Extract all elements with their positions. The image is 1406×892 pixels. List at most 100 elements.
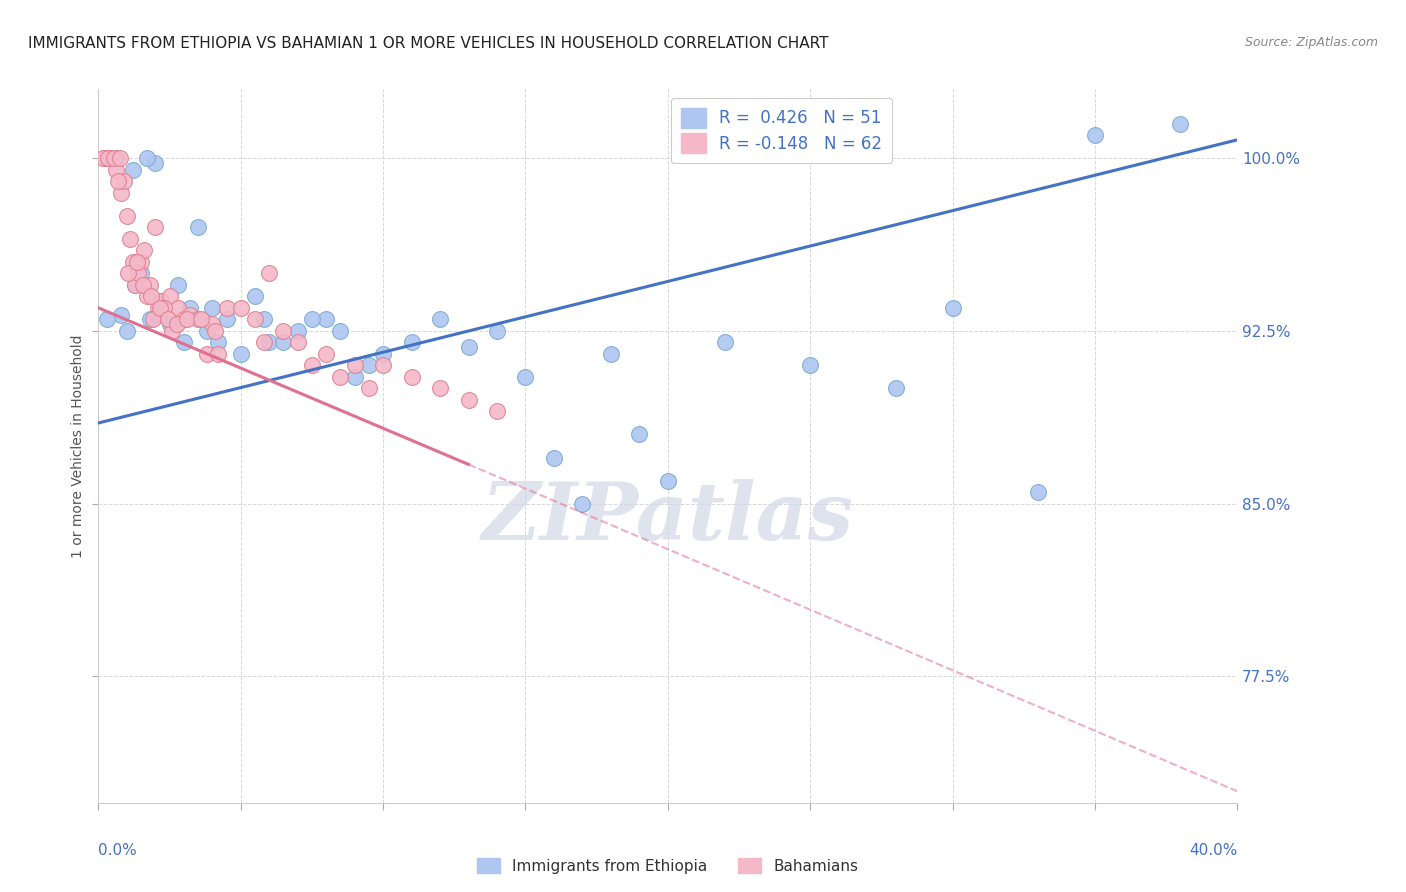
Point [145, 220, 167, 235]
Point [121, 162, 143, 177]
Legend: R =  0.426   N = 51, R = -0.148   N = 62: R = 0.426 N = 51, R = -0.148 N = 62 [671, 97, 893, 163]
Point [543, 450, 565, 465]
Point [287, 324, 309, 338]
Point [229, 301, 252, 315]
Point [315, 312, 337, 326]
Point [108, 151, 131, 165]
Point [139, 289, 162, 303]
Point [515, 370, 537, 384]
Point [167, 277, 190, 292]
Point [1084, 128, 1107, 143]
Point [93, 151, 115, 165]
Point [129, 255, 152, 269]
Point [343, 370, 366, 384]
Text: 40.0%: 40.0% [1189, 843, 1237, 858]
Point [115, 209, 138, 223]
Point [486, 404, 509, 418]
Point [657, 474, 679, 488]
Point [145, 156, 167, 170]
Point [628, 427, 651, 442]
Point [1170, 117, 1192, 131]
Point [187, 220, 209, 235]
Point [153, 301, 176, 315]
Point [252, 335, 274, 350]
Point [125, 255, 148, 269]
Point [215, 312, 238, 326]
Point [103, 151, 125, 165]
Point [150, 293, 173, 308]
Point [138, 277, 160, 292]
Point [215, 301, 238, 315]
Point [207, 335, 229, 350]
Point [97, 151, 120, 165]
Point [98, 151, 121, 165]
Point [150, 293, 173, 308]
Point [259, 266, 281, 280]
Point [357, 381, 380, 395]
Point [118, 232, 141, 246]
Point [135, 289, 157, 303]
Point [101, 151, 124, 165]
Point [207, 347, 229, 361]
Point [301, 312, 323, 326]
Point [195, 347, 218, 361]
Point [110, 308, 132, 322]
Point [357, 359, 380, 373]
Point [117, 266, 139, 280]
Point [101, 151, 124, 165]
Point [107, 174, 129, 188]
Point [176, 312, 198, 326]
Point [371, 359, 394, 373]
Point [457, 392, 479, 407]
Point [110, 186, 132, 200]
Point [148, 301, 170, 315]
Point [96, 151, 118, 165]
Point [714, 335, 737, 350]
Point [259, 335, 281, 350]
Point [173, 335, 195, 350]
Point [457, 340, 479, 354]
Point [252, 312, 274, 326]
Point [315, 347, 337, 361]
Y-axis label: 1 or more Vehicles in Household: 1 or more Vehicles in Household [70, 334, 84, 558]
Point [132, 244, 155, 258]
Point [287, 335, 309, 350]
Point [141, 312, 163, 326]
Point [600, 347, 623, 361]
Point [159, 289, 181, 303]
Point [329, 324, 352, 338]
Point [204, 324, 226, 338]
Point [166, 317, 188, 331]
Point [195, 324, 218, 338]
Point [167, 301, 190, 315]
Point [129, 266, 152, 280]
Text: ZIPatlas: ZIPatlas [482, 479, 853, 556]
Text: 0.0%: 0.0% [98, 843, 138, 858]
Point [112, 174, 135, 188]
Point [124, 277, 146, 292]
Point [179, 301, 201, 315]
Point [121, 255, 143, 269]
Point [162, 324, 184, 338]
Point [429, 312, 451, 326]
Text: IMMIGRANTS FROM ETHIOPIA VS BAHAMIAN 1 OR MORE VEHICLES IN HOUSEHOLD CORRELATION: IMMIGRANTS FROM ETHIOPIA VS BAHAMIAN 1 O… [28, 36, 828, 51]
Point [149, 301, 172, 315]
Point [571, 497, 593, 511]
Point [201, 301, 224, 315]
Point [124, 277, 146, 292]
Point [343, 359, 366, 373]
Text: Source: ZipAtlas.com: Source: ZipAtlas.com [1244, 36, 1378, 49]
Point [104, 162, 127, 177]
Point [243, 312, 266, 326]
Point [96, 312, 118, 326]
Point [127, 266, 149, 280]
Point [401, 370, 423, 384]
Point [104, 151, 127, 165]
Point [173, 312, 195, 326]
Point [148, 308, 170, 322]
Point [371, 347, 394, 361]
Point [229, 347, 252, 361]
Point [273, 335, 295, 350]
Point [799, 359, 821, 373]
Point [159, 317, 181, 331]
